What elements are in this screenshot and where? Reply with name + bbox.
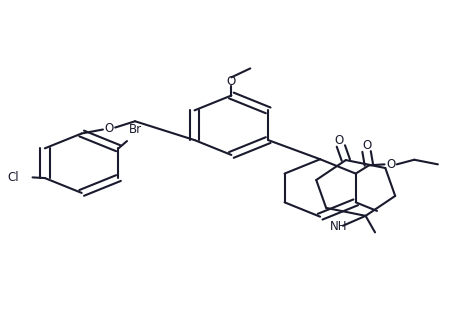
Text: O: O: [386, 158, 395, 171]
Text: O: O: [362, 139, 371, 152]
Text: Br: Br: [129, 123, 142, 136]
Text: O: O: [104, 122, 114, 135]
Text: O: O: [334, 134, 344, 147]
Text: NH: NH: [330, 220, 347, 233]
Text: Cl: Cl: [7, 171, 19, 184]
Text: O: O: [227, 75, 236, 88]
